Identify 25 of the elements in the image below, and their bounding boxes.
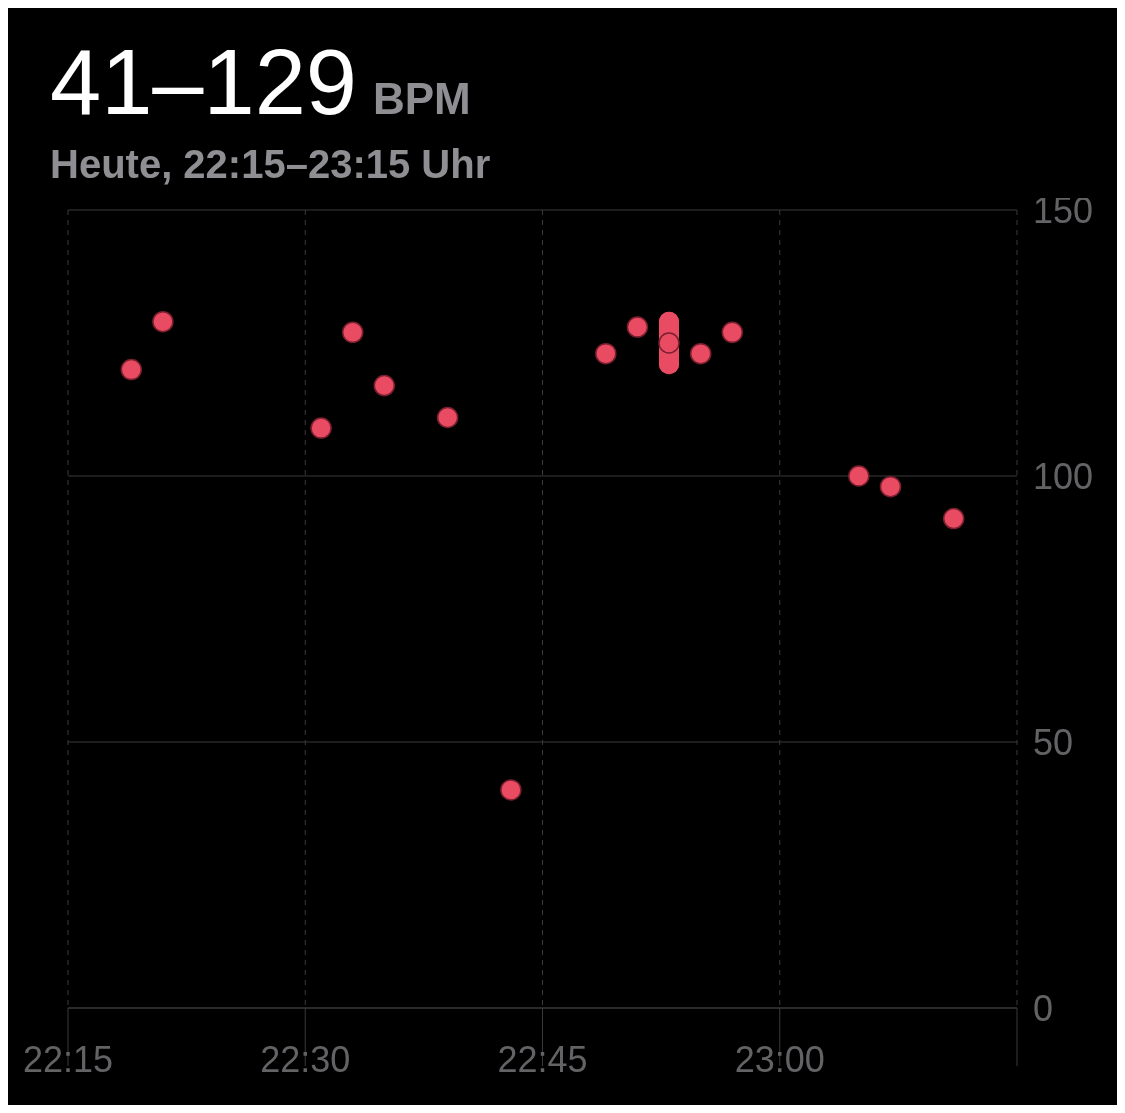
y-tick-label: 0 bbox=[1033, 987, 1054, 1029]
point bbox=[120, 358, 143, 381]
point bbox=[721, 321, 744, 344]
point bbox=[373, 374, 396, 397]
point bbox=[595, 342, 617, 365]
x-tick-label: 22:15 bbox=[22, 1038, 114, 1080]
point bbox=[658, 332, 680, 354]
point bbox=[942, 507, 965, 530]
point bbox=[689, 342, 712, 365]
x-tick-label: 22:45 bbox=[497, 1038, 588, 1080]
point bbox=[848, 465, 870, 487]
point bbox=[436, 406, 459, 429]
chart-title: 41–129 BPM bbox=[50, 31, 471, 133]
y-tick-label: 150 bbox=[1033, 189, 1094, 231]
point bbox=[310, 417, 332, 439]
x-tick-label: 23:00 bbox=[734, 1038, 825, 1080]
point bbox=[500, 779, 522, 801]
x-tick-label: 22:30 bbox=[260, 1038, 351, 1080]
point bbox=[879, 475, 902, 498]
chart-subtitle: Heute, 22:15–23:15 Uhr bbox=[50, 142, 491, 187]
point bbox=[341, 321, 364, 344]
point bbox=[626, 316, 649, 338]
point bbox=[152, 310, 174, 333]
y-tick-label: 100 bbox=[1033, 455, 1094, 497]
y-tick-label: 50 bbox=[1033, 721, 1074, 763]
